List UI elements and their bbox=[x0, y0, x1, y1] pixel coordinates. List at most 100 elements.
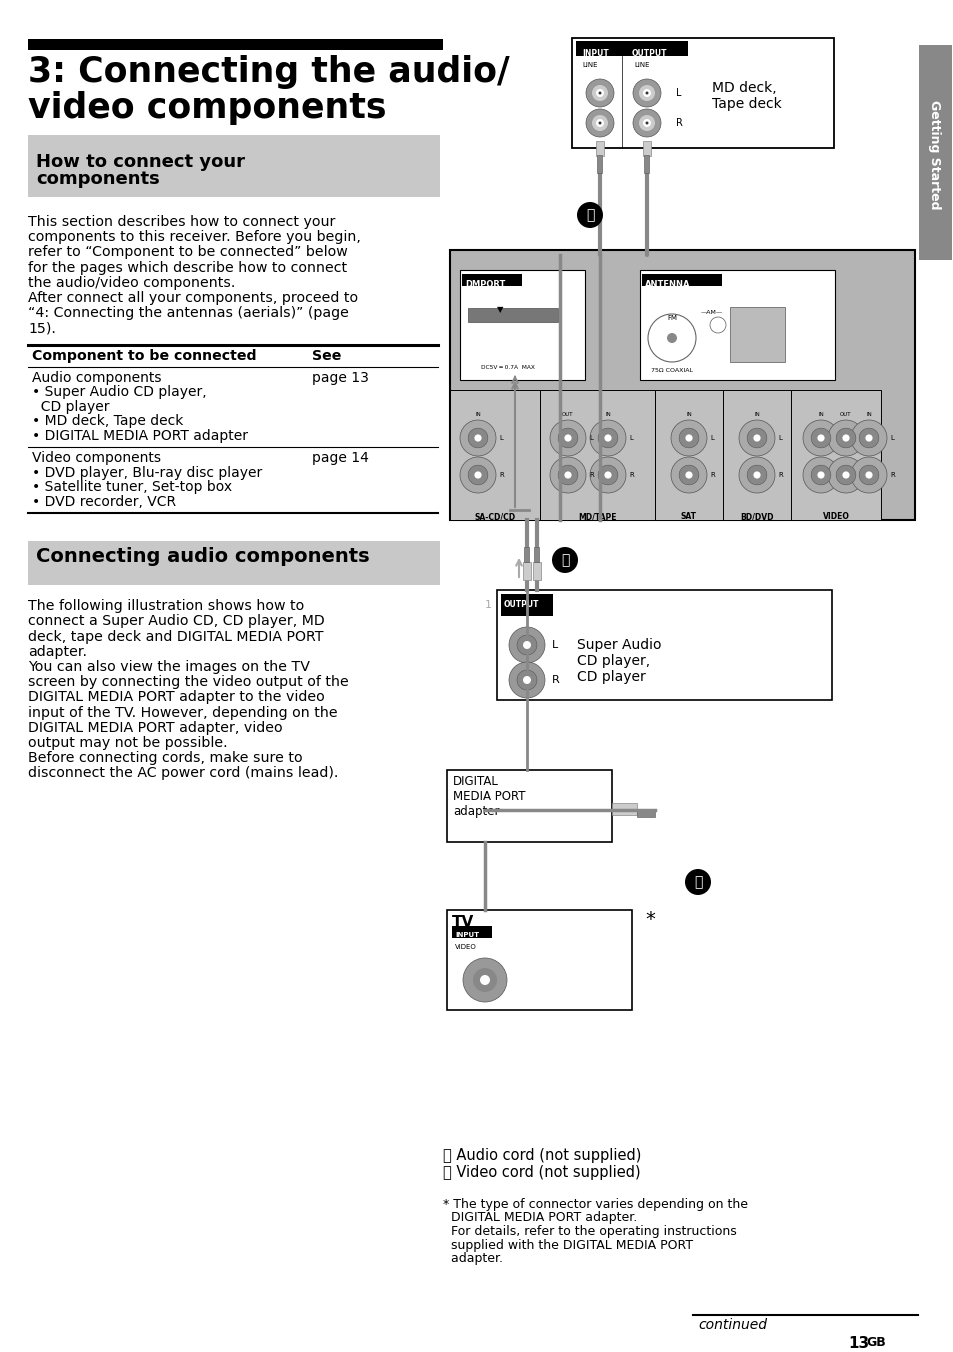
Bar bbox=[447, 910, 631, 1010]
Text: BD/DVD: BD/DVD bbox=[740, 512, 773, 521]
Circle shape bbox=[841, 472, 849, 479]
Text: DMPORT: DMPORT bbox=[464, 280, 505, 289]
Circle shape bbox=[859, 465, 878, 485]
Text: 15).: 15). bbox=[28, 322, 56, 335]
Text: IN: IN bbox=[685, 412, 691, 416]
Circle shape bbox=[684, 869, 710, 895]
Bar bbox=[450, 250, 914, 521]
Bar bbox=[572, 38, 833, 147]
Circle shape bbox=[517, 635, 537, 654]
Text: VIDEO: VIDEO bbox=[455, 944, 476, 950]
Text: • DVD recorder, VCR: • DVD recorder, VCR bbox=[32, 495, 176, 508]
Text: AUDIO: AUDIO bbox=[503, 621, 529, 626]
Text: Ⓐ: Ⓐ bbox=[585, 208, 594, 222]
Circle shape bbox=[459, 457, 496, 493]
Text: refer to “Component to be connected” below: refer to “Component to be connected” bel… bbox=[28, 246, 348, 260]
Text: L: L bbox=[552, 639, 558, 650]
Text: You can also view the images on the TV: You can also view the images on the TV bbox=[28, 660, 310, 673]
Text: R: R bbox=[841, 472, 846, 479]
Text: adapter.: adapter. bbox=[28, 645, 87, 658]
Circle shape bbox=[604, 472, 611, 479]
Bar bbox=[468, 308, 558, 322]
Text: output may not be possible.: output may not be possible. bbox=[28, 735, 228, 750]
Text: • MD deck, Tape deck: • MD deck, Tape deck bbox=[32, 414, 183, 429]
Bar bbox=[500, 594, 553, 617]
Circle shape bbox=[468, 429, 487, 448]
Text: L: L bbox=[498, 435, 502, 441]
Circle shape bbox=[810, 465, 830, 485]
Text: DIGITAL
MEDIA PORT
adapter: DIGITAL MEDIA PORT adapter bbox=[453, 775, 525, 818]
Circle shape bbox=[558, 465, 578, 485]
Text: GB: GB bbox=[865, 1336, 884, 1349]
Circle shape bbox=[598, 92, 601, 95]
Circle shape bbox=[642, 89, 650, 97]
Bar bbox=[637, 808, 655, 817]
Text: TV: TV bbox=[452, 915, 474, 930]
Circle shape bbox=[598, 429, 618, 448]
Text: components to this receiver. Before you begin,: components to this receiver. Before you … bbox=[28, 230, 360, 245]
Circle shape bbox=[810, 429, 830, 448]
Text: *: * bbox=[644, 910, 654, 930]
Text: OUT: OUT bbox=[840, 412, 851, 416]
Circle shape bbox=[642, 119, 650, 127]
Text: “4: Connecting the antennas (aerials)” (page: “4: Connecting the antennas (aerials)” (… bbox=[28, 306, 349, 320]
Text: page 14: page 14 bbox=[312, 452, 369, 465]
Circle shape bbox=[841, 434, 849, 442]
Text: deck, tape deck and DIGITAL MEDIA PORT: deck, tape deck and DIGITAL MEDIA PORT bbox=[28, 630, 323, 644]
Circle shape bbox=[639, 115, 655, 131]
Bar bbox=[461, 274, 521, 287]
Circle shape bbox=[639, 85, 655, 101]
Circle shape bbox=[589, 457, 625, 493]
Text: L: L bbox=[709, 435, 713, 441]
Circle shape bbox=[604, 434, 611, 442]
Circle shape bbox=[864, 434, 872, 442]
Circle shape bbox=[739, 457, 774, 493]
Text: INPUT: INPUT bbox=[581, 49, 608, 58]
Text: adapter.: adapter. bbox=[442, 1252, 502, 1265]
Text: DC5V ═ 0.7A  MAX: DC5V ═ 0.7A MAX bbox=[480, 365, 535, 370]
Bar bbox=[447, 771, 612, 842]
Bar bbox=[918, 45, 951, 260]
Text: R: R bbox=[498, 472, 503, 479]
Text: CD player: CD player bbox=[32, 400, 110, 414]
Text: This section describes how to connect your: This section describes how to connect yo… bbox=[28, 215, 335, 228]
Text: screen by connecting the video output of the: screen by connecting the video output of… bbox=[28, 675, 349, 690]
Circle shape bbox=[753, 434, 760, 442]
Circle shape bbox=[670, 457, 706, 493]
Text: L: L bbox=[866, 435, 870, 441]
Circle shape bbox=[596, 119, 603, 127]
Text: Component to be connected: Component to be connected bbox=[32, 349, 256, 362]
Text: ANTENNA: ANTENNA bbox=[644, 280, 690, 289]
Circle shape bbox=[633, 110, 660, 137]
Text: L: L bbox=[841, 435, 845, 441]
Text: R: R bbox=[552, 675, 559, 685]
Text: Super Audio
CD player,
CD player: Super Audio CD player, CD player bbox=[577, 638, 660, 684]
Circle shape bbox=[522, 676, 531, 684]
Text: Ⓐ Audio cord (not supplied): Ⓐ Audio cord (not supplied) bbox=[442, 1148, 640, 1163]
Text: ▼: ▼ bbox=[497, 306, 503, 314]
Circle shape bbox=[592, 85, 607, 101]
Circle shape bbox=[462, 959, 506, 1002]
Text: L: L bbox=[588, 435, 592, 441]
Bar bbox=[447, 20, 917, 1145]
Bar bbox=[522, 562, 531, 580]
Text: L: L bbox=[628, 435, 632, 441]
Text: Getting Started: Getting Started bbox=[927, 100, 941, 210]
Circle shape bbox=[746, 429, 766, 448]
Bar bbox=[576, 41, 687, 55]
Circle shape bbox=[859, 429, 878, 448]
Bar bbox=[790, 389, 880, 521]
Circle shape bbox=[633, 78, 660, 107]
Text: components: components bbox=[36, 170, 159, 188]
Circle shape bbox=[474, 434, 481, 442]
Circle shape bbox=[746, 465, 766, 485]
Text: For details, refer to the operating instructions: For details, refer to the operating inst… bbox=[442, 1225, 736, 1238]
Circle shape bbox=[679, 465, 699, 485]
Text: The following illustration shows how to: The following illustration shows how to bbox=[28, 599, 304, 612]
Text: IN: IN bbox=[604, 412, 610, 416]
Circle shape bbox=[517, 671, 537, 690]
Circle shape bbox=[564, 472, 571, 479]
Bar bbox=[459, 270, 584, 380]
Circle shape bbox=[550, 457, 585, 493]
Bar bbox=[534, 548, 539, 562]
